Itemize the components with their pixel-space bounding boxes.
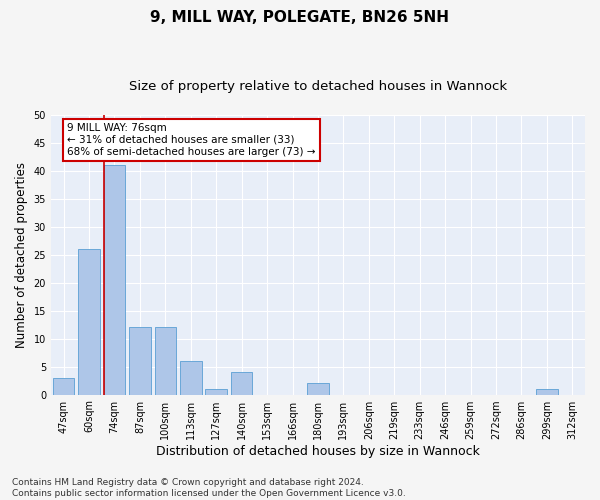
Bar (129, 328, 151, 394)
Bar (53, 378, 74, 394)
Bar (104, 166, 125, 394)
Text: Contains HM Land Registry data © Crown copyright and database right 2024.
Contai: Contains HM Land Registry data © Crown c… (12, 478, 406, 498)
Bar (307, 384, 329, 394)
Text: 9, MILL WAY, POLEGATE, BN26 5NH: 9, MILL WAY, POLEGATE, BN26 5NH (151, 10, 449, 25)
Bar (536, 389, 557, 394)
Text: 9 MILL WAY: 76sqm
← 31% of detached houses are smaller (33)
68% of semi-detached: 9 MILL WAY: 76sqm ← 31% of detached hous… (67, 124, 316, 156)
Bar (231, 372, 253, 394)
Bar (180, 361, 202, 394)
Bar (155, 328, 176, 394)
X-axis label: Distribution of detached houses by size in Wannock: Distribution of detached houses by size … (156, 444, 480, 458)
Title: Size of property relative to detached houses in Wannock: Size of property relative to detached ho… (129, 80, 507, 93)
Bar (205, 389, 227, 394)
Y-axis label: Number of detached properties: Number of detached properties (15, 162, 28, 348)
Bar (78, 249, 100, 394)
